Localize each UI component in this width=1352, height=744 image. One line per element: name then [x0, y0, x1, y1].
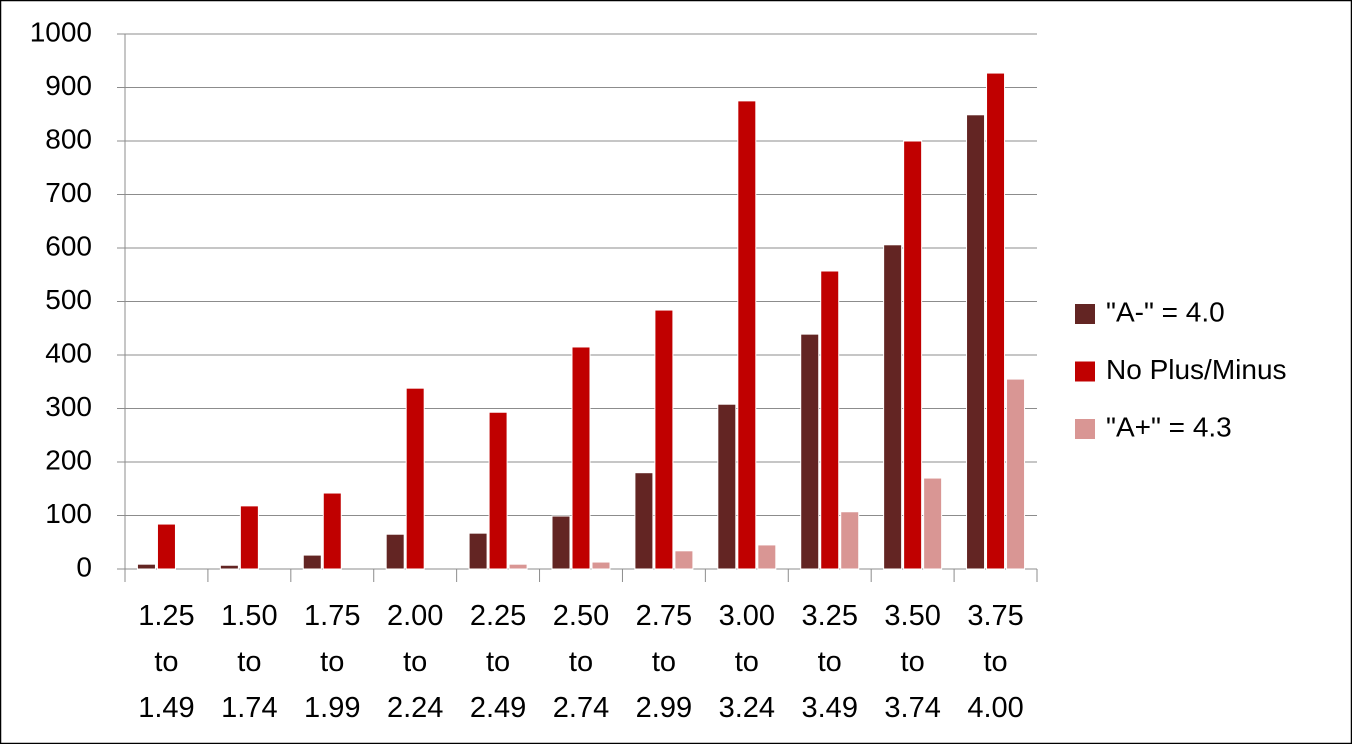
- bar: [302, 554, 322, 570]
- bar: [405, 387, 425, 570]
- y-tick-label: 300: [45, 391, 92, 422]
- y-tick-label: 200: [45, 444, 92, 475]
- y-tick-label: 100: [45, 498, 92, 529]
- x-tick-label: 1.75 to 1.99: [304, 600, 360, 724]
- bar: [591, 561, 611, 570]
- y-tick-label: 0: [76, 551, 92, 582]
- y-tick-label: 1000: [30, 16, 92, 47]
- legend-label: "A-" = 4.0: [1106, 296, 1225, 327]
- x-tick-label: 2.00 to 2.24: [387, 600, 443, 724]
- y-tick-label: 700: [45, 177, 92, 208]
- bar: [923, 477, 943, 570]
- y-tick-label: 900: [45, 70, 92, 101]
- bar: [820, 270, 840, 570]
- bar: [903, 140, 923, 570]
- legend-swatch: [1075, 361, 1095, 382]
- bar: [800, 333, 820, 570]
- bar: [674, 550, 694, 570]
- bar: [737, 100, 757, 570]
- bar: [1006, 378, 1026, 570]
- x-tick-label: 1.25 to 1.49: [138, 600, 194, 724]
- x-tick-label: 3.75 to 4.00: [967, 600, 1023, 724]
- x-tick-label: 2.75 to 2.99: [636, 600, 692, 724]
- x-tick-label: 3.50 to 3.74: [884, 600, 940, 724]
- y-tick-label: 800: [45, 123, 92, 154]
- x-tick-label: 3.25 to 3.49: [802, 600, 858, 724]
- bar: [385, 533, 405, 570]
- bar: [156, 523, 176, 570]
- bar: [468, 532, 488, 570]
- bar: [239, 505, 259, 570]
- x-tick-label: 1.50 to 1.74: [221, 600, 277, 724]
- bar: [551, 515, 571, 570]
- x-tick-label: 2.25 to 2.49: [470, 600, 526, 724]
- legend-swatch: [1075, 304, 1095, 324]
- y-tick-label: 600: [45, 230, 92, 261]
- bar: [883, 244, 903, 570]
- x-tick-label: 3.00 to 3.24: [719, 600, 775, 724]
- bar: [322, 492, 342, 570]
- legend-swatch: [1075, 419, 1095, 439]
- x-tick-label: 2.50 to 2.74: [553, 600, 609, 724]
- bar: [986, 72, 1006, 570]
- bar: [717, 403, 737, 570]
- y-tick-label: 400: [45, 337, 92, 368]
- bar: [488, 411, 508, 570]
- y-tick-label: 500: [45, 284, 92, 315]
- bar: [757, 544, 777, 570]
- legend-label: "A+" = 4.3: [1106, 411, 1232, 442]
- bar: [136, 563, 156, 570]
- legend-label: No Plus/Minus: [1106, 354, 1287, 385]
- bar: [840, 511, 860, 570]
- bar: [219, 564, 239, 570]
- bar: [634, 472, 654, 570]
- bar: [966, 114, 986, 570]
- bar: [508, 563, 528, 570]
- bar: [654, 309, 674, 570]
- bar: [571, 346, 591, 570]
